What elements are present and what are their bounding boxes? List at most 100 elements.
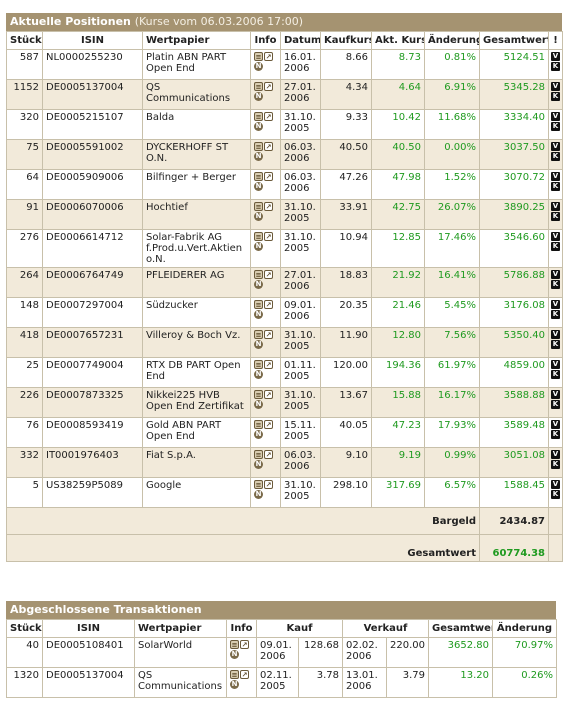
document-icon[interactable]: ≡ — [254, 420, 263, 429]
chart-icon[interactable]: ↗ — [264, 330, 273, 339]
buy-k-icon[interactable]: K — [551, 92, 560, 101]
buy-k-icon[interactable]: K — [551, 280, 560, 289]
chart-icon[interactable]: ↗ — [264, 202, 273, 211]
name-cell[interactable]: PFLEIDERER AG — [142, 267, 251, 298]
news-icon[interactable]: N — [254, 212, 263, 221]
buy-k-icon[interactable]: K — [551, 430, 560, 439]
document-icon[interactable]: ≡ — [254, 450, 263, 459]
document-icon[interactable]: ≡ — [254, 112, 263, 121]
chart-icon[interactable]: ↗ — [264, 52, 273, 61]
chart-icon[interactable]: ↗ — [264, 270, 273, 279]
sell-v-icon[interactable]: V — [551, 300, 560, 309]
news-icon[interactable]: N — [254, 122, 263, 131]
sell-v-icon[interactable]: V — [551, 450, 560, 459]
total-cell: 4859.00 — [479, 357, 549, 388]
document-icon[interactable]: ≡ — [254, 82, 263, 91]
document-icon[interactable]: ≡ — [254, 480, 263, 489]
buy-k-icon[interactable]: K — [551, 460, 560, 469]
buy-k-icon[interactable]: K — [551, 490, 560, 499]
document-icon[interactable]: ≡ — [230, 640, 239, 649]
sell-v-icon[interactable]: V — [551, 52, 560, 61]
sell-v-icon[interactable]: V — [551, 142, 560, 151]
news-icon[interactable]: N — [254, 400, 263, 409]
news-icon[interactable]: N — [254, 490, 263, 499]
news-icon[interactable]: N — [254, 280, 263, 289]
chart-icon[interactable]: ↗ — [264, 360, 273, 369]
document-icon[interactable]: ≡ — [254, 202, 263, 211]
document-icon[interactable]: ≡ — [254, 232, 263, 241]
sell-v-icon[interactable]: V — [551, 390, 560, 399]
chart-icon[interactable]: ↗ — [264, 172, 273, 181]
sell-v-icon[interactable]: V — [551, 82, 560, 91]
buy-k-icon[interactable]: K — [551, 152, 560, 161]
name-cell[interactable]: Bilfinger + Berger — [142, 169, 251, 200]
document-icon[interactable]: ≡ — [254, 300, 263, 309]
document-icon[interactable]: ≡ — [254, 142, 263, 151]
chart-icon[interactable]: ↗ — [264, 420, 273, 429]
chart-icon[interactable]: ↗ — [264, 300, 273, 309]
sell-v-icon[interactable]: V — [551, 270, 560, 279]
sell-v-icon[interactable]: V — [551, 172, 560, 181]
document-icon[interactable]: ≡ — [254, 390, 263, 399]
sell-v-icon[interactable]: V — [551, 330, 560, 339]
news-icon[interactable]: N — [254, 310, 263, 319]
info-cell: ≡ ↗ N — [250, 267, 281, 298]
chart-icon[interactable]: ↗ — [264, 450, 273, 459]
sell-v-icon[interactable]: V — [551, 232, 560, 241]
sell-v-icon[interactable]: V — [551, 112, 560, 121]
document-icon[interactable]: ≡ — [254, 360, 263, 369]
document-icon[interactable]: ≡ — [254, 330, 263, 339]
name-cell[interactable]: QS Communications — [142, 79, 251, 110]
news-icon[interactable]: N — [254, 340, 263, 349]
document-icon[interactable]: ≡ — [254, 172, 263, 181]
buy-k-icon[interactable]: K — [551, 182, 560, 191]
news-icon[interactable]: N — [254, 92, 263, 101]
name-cell[interactable]: Gold ABN PART Open End — [142, 417, 251, 448]
sell-v-icon[interactable]: V — [551, 420, 560, 429]
name-cell[interactable]: Villeroy & Boch Vz. — [142, 327, 251, 358]
news-icon[interactable]: N — [230, 680, 239, 689]
buy-k-icon[interactable]: K — [551, 370, 560, 379]
document-icon[interactable]: ≡ — [254, 270, 263, 279]
chart-icon[interactable]: ↗ — [264, 112, 273, 121]
buy-k-icon[interactable]: K — [551, 242, 560, 251]
buy-k-icon[interactable]: K — [551, 340, 560, 349]
document-icon[interactable]: ≡ — [254, 52, 263, 61]
name-cell[interactable]: Nikkei225 HVB Open End Zertifikat — [142, 387, 251, 418]
news-icon[interactable]: N — [254, 62, 263, 71]
sell-v-icon[interactable]: V — [551, 360, 560, 369]
news-icon[interactable]: N — [254, 370, 263, 379]
news-icon[interactable]: N — [254, 242, 263, 251]
sell-v-icon[interactable]: V — [551, 202, 560, 211]
name-cell[interactable]: Südzucker — [142, 297, 251, 328]
chart-icon[interactable]: ↗ — [264, 390, 273, 399]
name-cell[interactable]: DYCKERHOFF ST O.N. — [142, 139, 251, 170]
buy-k-icon[interactable]: K — [551, 310, 560, 319]
name-cell[interactable]: RTX DB PART Open End — [142, 357, 251, 388]
chart-icon[interactable]: ↗ — [264, 232, 273, 241]
buy-k-icon[interactable]: K — [551, 122, 560, 131]
name-cell[interactable]: Google — [142, 477, 251, 508]
chart-icon[interactable]: ↗ — [264, 480, 273, 489]
news-icon[interactable]: N — [254, 182, 263, 191]
chart-icon[interactable]: ↗ — [264, 142, 273, 151]
name-cell[interactable]: Hochtief — [142, 199, 251, 230]
news-icon[interactable]: N — [254, 152, 263, 161]
name-cell[interactable]: Fiat S.p.A. — [142, 447, 251, 478]
news-icon[interactable]: N — [254, 460, 263, 469]
chart-icon[interactable]: ↗ — [264, 82, 273, 91]
buy-k-icon[interactable]: K — [551, 212, 560, 221]
name-cell[interactable]: QS Communications — [134, 667, 227, 698]
buy-k-icon[interactable]: K — [551, 400, 560, 409]
news-icon[interactable]: N — [230, 650, 239, 659]
name-cell[interactable]: Platin ABN PART Open End — [142, 49, 251, 80]
chart-icon[interactable]: ↗ — [240, 670, 249, 679]
buy-k-icon[interactable]: K — [551, 62, 560, 71]
name-cell[interactable]: SolarWorld — [134, 637, 227, 668]
document-icon[interactable]: ≡ — [230, 670, 239, 679]
name-cell[interactable]: Balda — [142, 109, 251, 140]
name-cell[interactable]: Solar-Fabrik AG f.Prod.u.Vert.Aktien o.N… — [142, 229, 251, 268]
news-icon[interactable]: N — [254, 430, 263, 439]
sell-v-icon[interactable]: V — [551, 480, 560, 489]
chart-icon[interactable]: ↗ — [240, 640, 249, 649]
